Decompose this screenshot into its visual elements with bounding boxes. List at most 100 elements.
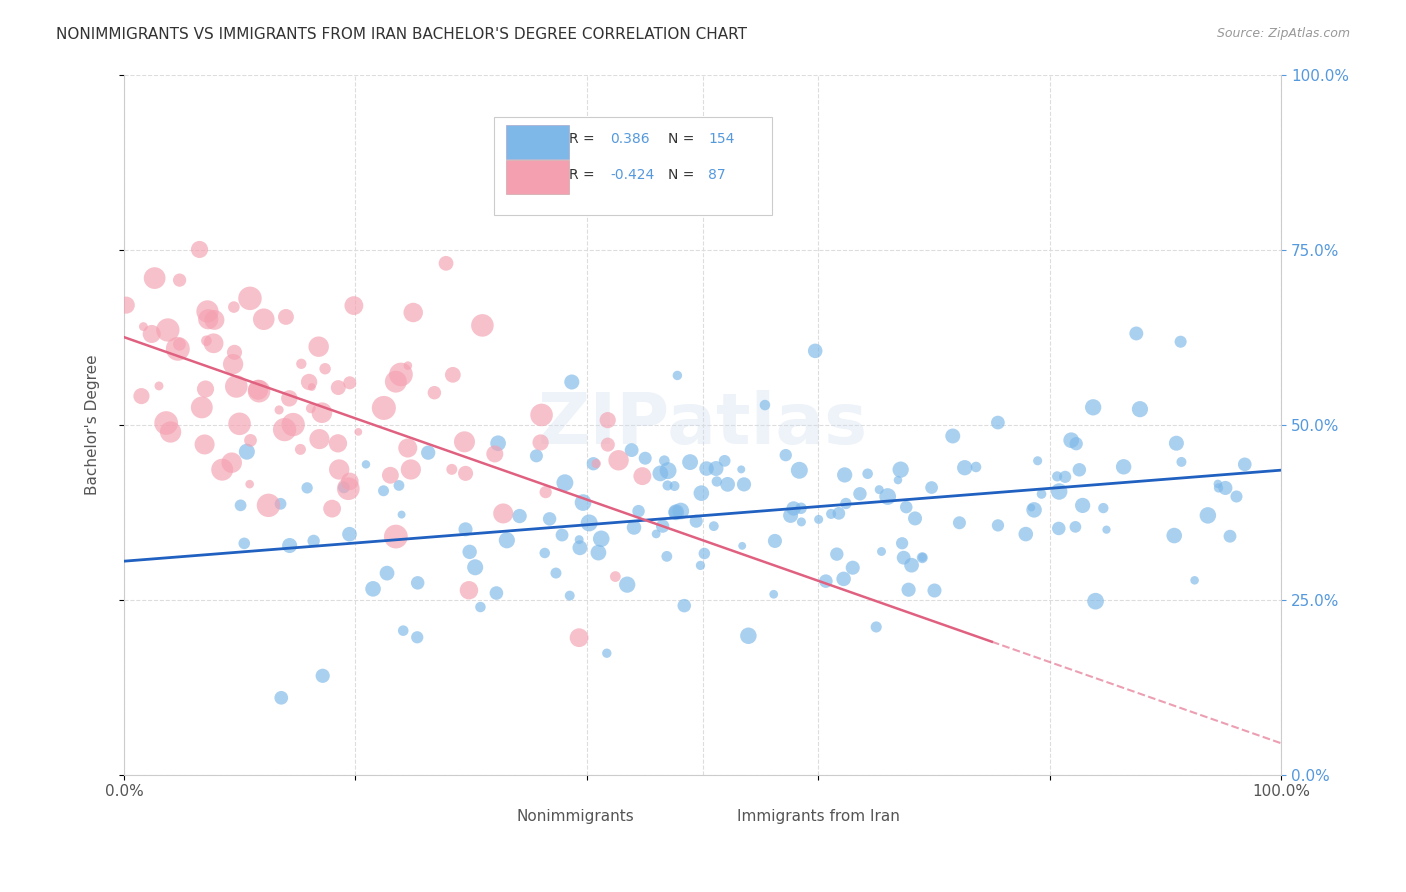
Point	[1170, 455, 1192, 469]
Point	[270, 690, 292, 705]
Point	[388, 478, 411, 492]
Point	[194, 437, 217, 451]
Text: Source: ZipAtlas.com: Source: ZipAtlas.com	[1216, 27, 1350, 40]
Point	[509, 509, 531, 524]
Point	[904, 511, 927, 525]
Point	[347, 425, 370, 439]
Point	[789, 463, 811, 477]
Point	[911, 550, 934, 565]
Point	[486, 436, 509, 450]
Point	[704, 461, 727, 475]
Point	[222, 357, 245, 371]
Point	[269, 403, 291, 417]
Point	[1054, 470, 1077, 484]
Point	[257, 499, 280, 513]
Point	[1069, 463, 1091, 477]
Point	[1197, 508, 1219, 523]
Point	[987, 518, 1010, 533]
Point	[402, 305, 425, 319]
Point	[385, 375, 408, 389]
Point	[551, 528, 574, 542]
Point	[568, 533, 591, 547]
Point	[775, 448, 797, 462]
Point	[239, 477, 262, 491]
Point	[841, 560, 863, 574]
Point	[311, 406, 333, 420]
Point	[623, 520, 645, 534]
Point	[558, 589, 581, 603]
Point	[396, 441, 419, 455]
Point	[620, 443, 643, 458]
Point	[631, 469, 654, 483]
Point	[645, 527, 668, 541]
Point	[1015, 527, 1038, 541]
Point	[314, 361, 336, 376]
Point	[453, 434, 475, 449]
Point	[657, 478, 679, 492]
Point	[650, 467, 672, 481]
Point	[470, 600, 492, 615]
Point	[887, 473, 910, 487]
Point	[696, 461, 718, 475]
Point	[418, 445, 440, 459]
Point	[762, 587, 785, 601]
Point	[526, 449, 548, 463]
FancyBboxPatch shape	[506, 160, 569, 194]
Point	[1225, 490, 1247, 504]
Point	[713, 454, 735, 468]
Point	[1022, 503, 1045, 517]
Point	[703, 519, 725, 533]
Point	[538, 512, 561, 526]
Point	[454, 522, 477, 536]
Point	[605, 569, 627, 583]
Point	[166, 342, 188, 356]
Point	[754, 398, 776, 412]
Point	[530, 408, 553, 422]
Point	[195, 334, 218, 348]
Point	[339, 527, 361, 541]
Point	[1125, 326, 1147, 341]
Point	[295, 481, 318, 495]
Point	[169, 273, 191, 287]
Point	[283, 417, 305, 432]
Text: -0.424: -0.424	[610, 168, 654, 182]
FancyBboxPatch shape	[495, 117, 772, 215]
Point	[169, 337, 191, 351]
Point	[328, 462, 350, 476]
Point	[132, 319, 155, 334]
Point	[156, 323, 179, 337]
Point	[373, 483, 395, 498]
Point	[312, 669, 335, 683]
Point	[669, 504, 692, 518]
Point	[782, 501, 804, 516]
Point	[321, 501, 343, 516]
FancyBboxPatch shape	[737, 803, 794, 830]
Point	[763, 533, 786, 548]
Point	[804, 343, 827, 358]
Point	[337, 482, 360, 496]
Point	[891, 536, 914, 550]
Point	[616, 577, 638, 591]
Point	[253, 312, 276, 326]
Text: 0.386: 0.386	[610, 132, 650, 146]
Point	[572, 495, 595, 509]
Point	[458, 545, 481, 559]
Point	[155, 416, 177, 430]
Point	[434, 256, 457, 270]
Point	[665, 505, 688, 519]
Point	[529, 435, 551, 450]
Point	[440, 462, 463, 476]
Point	[326, 436, 349, 450]
Point	[247, 384, 270, 399]
Point	[568, 631, 591, 645]
Point	[737, 629, 759, 643]
Point	[897, 582, 920, 597]
Point	[651, 519, 673, 533]
Point	[665, 505, 688, 519]
Point	[1233, 458, 1256, 472]
Point	[554, 475, 576, 490]
Point	[870, 544, 893, 558]
Point	[328, 380, 350, 394]
FancyBboxPatch shape	[506, 125, 569, 159]
Point	[290, 442, 312, 457]
